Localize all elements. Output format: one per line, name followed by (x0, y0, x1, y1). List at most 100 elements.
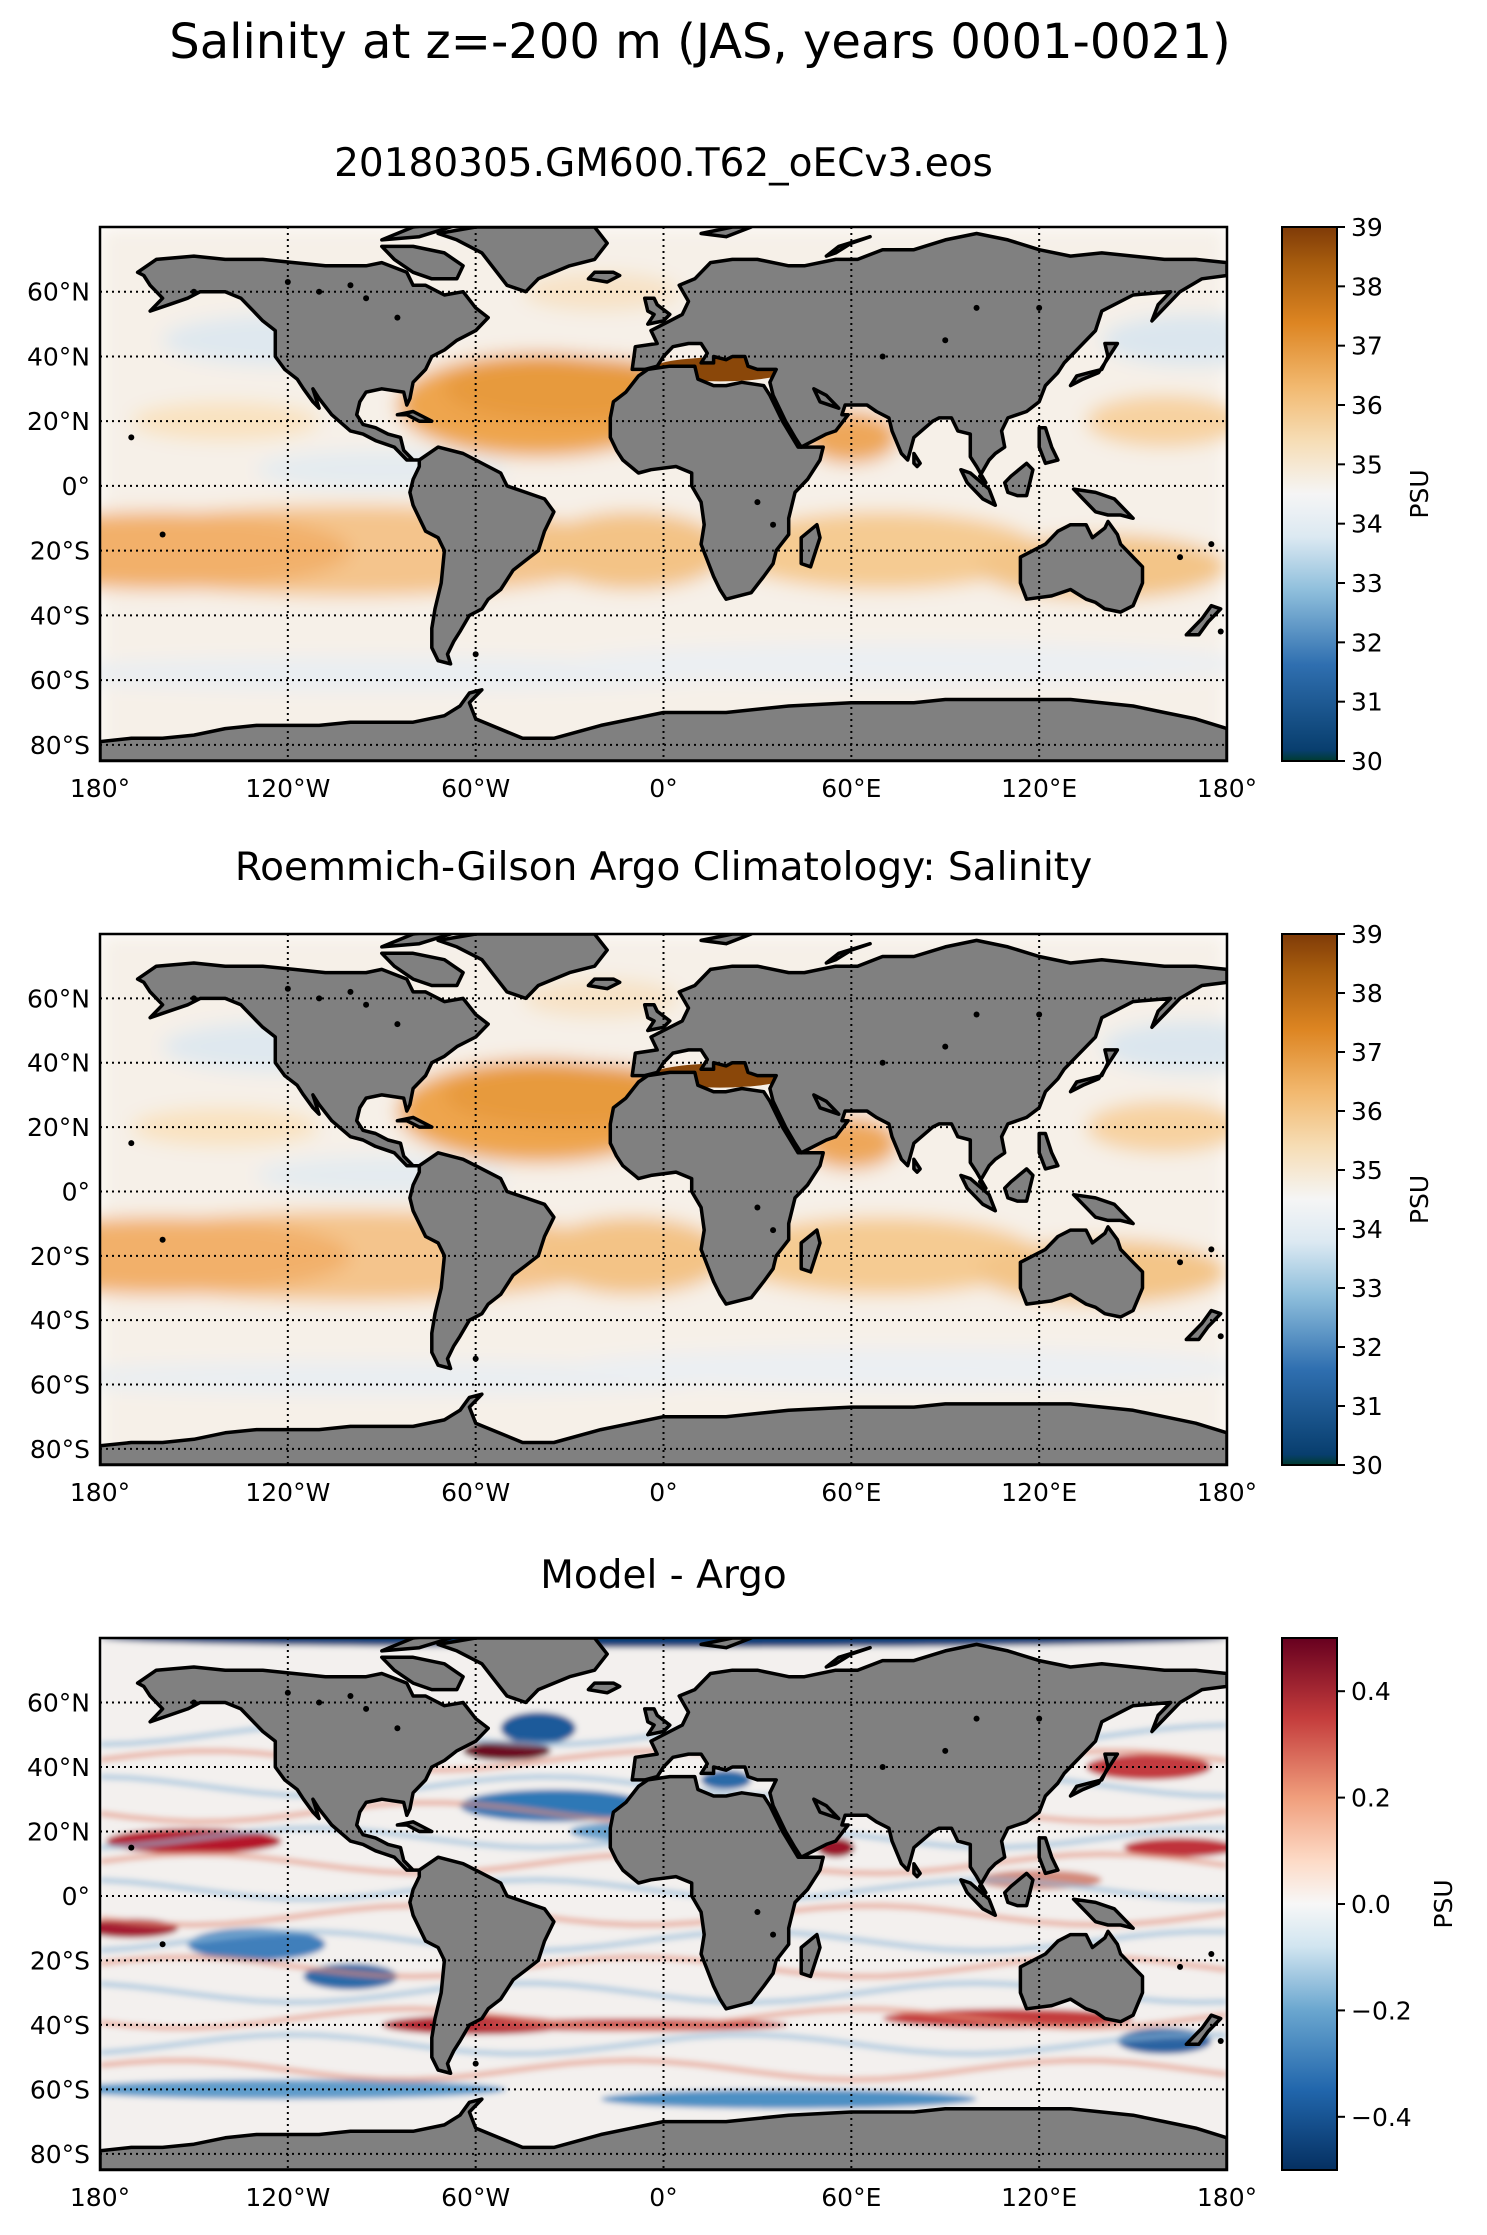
y-tick-label: 20°S (30, 537, 90, 566)
panel-title: 20180305.GM600.T62_oECv3.eos (334, 141, 993, 186)
colorbar-tick-label: 34 (1351, 510, 1383, 539)
colorbar-tick-label: 0.4 (1351, 1677, 1391, 1706)
panel-title: Model - Argo (540, 1553, 787, 1598)
land-svalbard (699, 227, 753, 239)
land-newGuinea (1071, 487, 1135, 521)
land-greenland (436, 1638, 609, 1705)
land-novayaZ (824, 941, 872, 965)
y-tick-label: 20°S (30, 1242, 90, 1271)
colorbar-tick-label: −0.2 (1351, 1996, 1412, 2025)
land-sumatra (959, 1173, 998, 1213)
land-borneo (1002, 1167, 1035, 1203)
y-tick-label: 40°N (27, 342, 90, 371)
y-tick-label: 20°N (27, 407, 90, 436)
panel-2: Roemmich-Gilson Argo Climatology: Salini… (27, 845, 1434, 1507)
colorbar-tick-label: 35 (1351, 1156, 1383, 1185)
x-tick-label: 60°E (821, 1478, 881, 1507)
x-tick-label: 0° (649, 1478, 677, 1507)
colorbar-tick-label: 36 (1351, 391, 1383, 420)
land-japan (1068, 341, 1120, 388)
land-antarctica (100, 2097, 1227, 2170)
land-borneo (1002, 461, 1035, 498)
y-tick-label: 40°S (30, 1306, 90, 1335)
y-tick-label: 40°S (30, 2011, 90, 2040)
x-tick-label: 0° (649, 2183, 677, 2212)
colorbar-tick-label: 32 (1351, 1333, 1383, 1362)
land-philippines (1037, 1836, 1060, 1876)
gridlines (100, 934, 1227, 1465)
colorbar-label: PSU (1429, 1879, 1458, 1928)
land-baffin (380, 951, 465, 988)
land-africa (608, 1774, 825, 2011)
land-sriLanka (912, 1861, 922, 1879)
axes-frame (98, 932, 1229, 1467)
land-baffin (380, 244, 465, 281)
x-tick-label: 180° (1197, 2183, 1257, 2212)
y-tick-label: 60°N (27, 1688, 90, 1717)
colorbar-tick-label: 0.2 (1351, 1784, 1391, 1813)
axes-frame (98, 1636, 1229, 2172)
y-tick-label: 60°S (30, 666, 90, 695)
x-tick-label: 60°W (441, 1478, 510, 1507)
land-novayaZ (824, 234, 872, 258)
land-sriLanka (912, 1157, 922, 1174)
land-newGuinea (1071, 1192, 1135, 1226)
panel-title: Roemmich-Gilson Argo Climatology: Salini… (235, 845, 1092, 890)
colorbar-gradient (1281, 1637, 1338, 2171)
y-tick-label: 20°N (27, 1113, 90, 1142)
land-madagascar (799, 1228, 822, 1274)
x-tick-label: 60°W (441, 774, 510, 803)
land-nz (1184, 2013, 1223, 2047)
land-nz (1184, 1308, 1223, 1342)
colorbar: 0.4 0.2 0.0 −0.2 −0.4 PSU (1281, 1637, 1458, 2171)
x-tick-label: 180° (70, 1478, 130, 1507)
land-madagascar (799, 522, 822, 569)
suptitle: Salinity at z=-200 m (JAS, years 0001-00… (169, 14, 1230, 70)
land-philippines (1037, 1131, 1060, 1171)
y-tick-label: 40°S (30, 601, 90, 630)
y-tick-label: 0° (62, 1882, 90, 1911)
land-ellesmere (380, 934, 457, 949)
y-tick-label: 20°S (30, 1946, 90, 1975)
y-tick-label: 80°S (30, 1435, 90, 1464)
land-africa (608, 1070, 825, 1306)
land-northAmerica (135, 1665, 490, 1872)
land-southAmerica (408, 1151, 556, 1371)
x-tick-label: 180° (70, 774, 130, 803)
colorbar-tick-label: 38 (1351, 979, 1383, 1008)
colorbar-tick-label: 37 (1351, 1038, 1383, 1067)
land-eurasia (630, 938, 1227, 1190)
land-japan (1068, 1048, 1120, 1094)
map-area (100, 1638, 1227, 2170)
colorbar-tick-label: 33 (1351, 569, 1383, 598)
y-tick-label: 60°N (27, 278, 90, 307)
land-antarctica (100, 1392, 1227, 1465)
land-svalbard (699, 1638, 753, 1650)
land-australia (1018, 519, 1145, 614)
x-tick-label: 120°W (245, 1478, 330, 1507)
land-iceland (586, 977, 622, 991)
x-tick-label: 120°E (1001, 1478, 1077, 1507)
land-svalbard (699, 934, 753, 946)
land-africa (608, 364, 825, 601)
x-tick-label: 120°E (1001, 2183, 1077, 2212)
colorbar: 30 31 32 33 34 35 36 37 38 39 PSU (1281, 920, 1434, 1480)
land-sriLanka (912, 451, 922, 469)
y-tick-label: 80°S (30, 2140, 90, 2169)
land-northAmerica (135, 961, 490, 1168)
colorbar-tick-label: 33 (1351, 1274, 1383, 1303)
colorbar-tick-label: 0.0 (1351, 1890, 1391, 1919)
land-sumatra (959, 1878, 998, 1918)
land-greenland (436, 227, 609, 294)
colorbar-tick-label: 31 (1351, 688, 1383, 717)
colorbar-gradient (1281, 226, 1338, 762)
land-greenland (436, 934, 609, 1001)
y-tick-label: 20°N (27, 1817, 90, 1846)
colorbar-label: PSU (1405, 469, 1434, 518)
y-tick-label: 0° (62, 472, 90, 501)
colorbar-tick-label: 30 (1351, 747, 1383, 776)
land-japan (1068, 1752, 1120, 1798)
colorbar-tick-label: 37 (1351, 332, 1383, 361)
x-tick-label: 120°W (245, 2183, 330, 2212)
colorbar-tick-label: −0.4 (1351, 2103, 1412, 2132)
